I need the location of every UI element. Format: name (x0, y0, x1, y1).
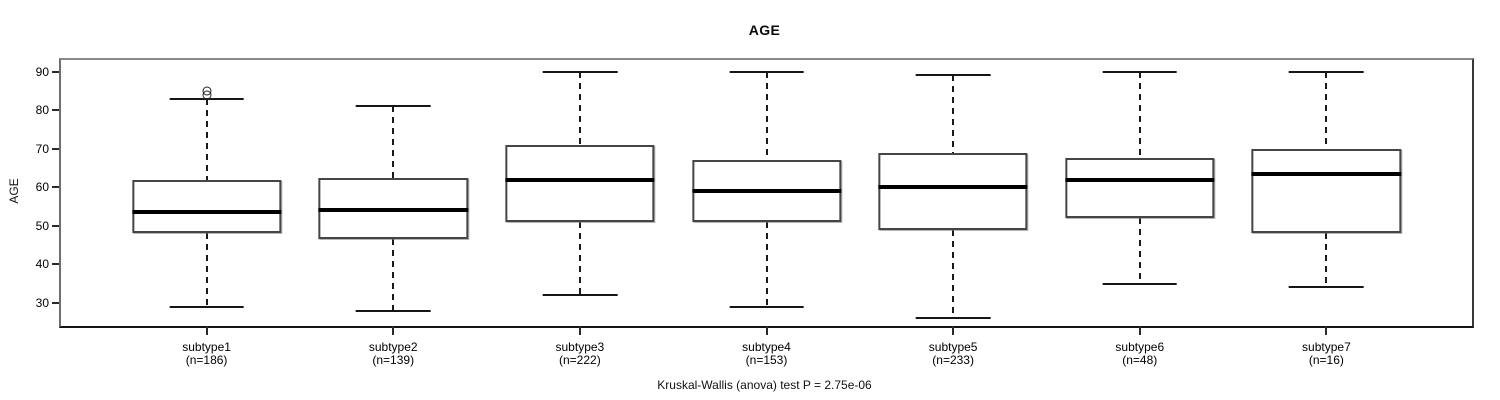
outlier-point (202, 86, 212, 96)
y-axis-tick (52, 147, 59, 150)
chart-title: AGE (748, 22, 781, 38)
group-label: subtype1 (n=186) (182, 341, 231, 367)
boxplot-box (505, 144, 655, 222)
lower-whisker-cap (729, 305, 804, 308)
y-axis-title: AGE (7, 178, 21, 204)
group-count-label: (n=222) (559, 353, 601, 367)
lower-whisker-line (205, 233, 208, 307)
lower-whisker-cap (355, 309, 431, 312)
x-axis-tick (952, 326, 955, 335)
group-count-label: (n=233) (932, 353, 974, 367)
group-label: subtype5 (n=233) (929, 341, 978, 367)
group-label: subtype3 (n=222) (556, 341, 605, 367)
lower-whisker-line (392, 239, 395, 311)
y-axis-tick (52, 224, 59, 227)
y-axis-tick (52, 70, 59, 73)
group-count-label: (n=139) (372, 353, 415, 367)
group-label: subtype6 (n=48) (1115, 341, 1164, 367)
group-label: subtype2 (n=139) (369, 341, 418, 367)
lower-whisker-line (578, 221, 581, 296)
group-count-label: (n=186) (185, 353, 228, 367)
group-name-label: subtype4 (742, 340, 791, 354)
median-line (1065, 177, 1215, 182)
y-axis-tick-label: 60 (35, 180, 49, 195)
stats-annotation: Kruskal-Wallis (anova) test P = 2.75e-06 (657, 378, 872, 392)
y-axis-tick (52, 263, 59, 266)
upper-whisker-line (765, 71, 768, 161)
median-line (691, 189, 842, 194)
x-axis-tick (1325, 326, 1328, 335)
lower-whisker-cap (1289, 286, 1364, 289)
lower-whisker-cap (915, 317, 991, 320)
y-axis-tick (52, 186, 59, 189)
lower-whisker-cap (542, 294, 618, 297)
group-name-label: subtype1 (182, 340, 231, 354)
x-axis-tick (205, 326, 208, 335)
upper-whisker-line (1138, 71, 1141, 159)
group-name-label: subtype3 (555, 340, 605, 354)
upper-whisker-cap (1289, 70, 1364, 73)
y-axis-tick-label: 70 (35, 141, 49, 156)
x-axis-tick (392, 326, 395, 335)
lower-whisker-line (1325, 233, 1328, 288)
upper-whisker-line (392, 106, 395, 178)
lower-whisker-cap (169, 305, 244, 308)
median-line (131, 210, 282, 215)
upper-whisker-line (205, 98, 208, 180)
upper-whisker-cap (542, 70, 618, 73)
y-axis-tick (52, 301, 59, 304)
group-name-label: subtype2 (368, 340, 418, 354)
group-count-label: (n=48) (1122, 353, 1158, 367)
group-name-label: subtype7 (1302, 340, 1351, 354)
median-line (878, 185, 1028, 190)
lower-whisker-line (1138, 218, 1141, 284)
group-name-label: subtype6 (1115, 340, 1165, 354)
y-axis-tick-label: 80 (35, 103, 49, 118)
y-axis-tick-label: 40 (35, 257, 49, 272)
median-line (1251, 171, 1402, 176)
upper-whisker-line (952, 75, 955, 153)
median-line (318, 208, 468, 213)
y-axis-tick-label: 50 (35, 218, 49, 233)
lower-whisker-line (952, 229, 955, 319)
upper-whisker-cap (915, 74, 991, 77)
group-count-label: (n=153) (745, 353, 788, 367)
median-line (505, 177, 655, 182)
boxplot-box (878, 152, 1028, 230)
group-label: subtype4 (n=153) (742, 341, 791, 367)
upper-whisker-cap (729, 70, 804, 73)
upper-whisker-cap (355, 105, 431, 108)
y-axis-tick-label: 90 (35, 64, 49, 79)
group-count-label: (n=16) (1308, 353, 1344, 367)
lower-whisker-cap (1102, 282, 1178, 285)
upper-whisker-cap (1102, 70, 1178, 73)
lower-whisker-line (765, 221, 768, 307)
boxplot-box (1065, 158, 1215, 219)
plot-area: 30 40 50 60 70 80 90 subtype1 (n=186) subtype2 (n=… (36, 58, 1474, 367)
boxplot-box (1251, 148, 1402, 234)
upper-whisker-line (1325, 71, 1328, 149)
group-label: subtype7 (n=16) (1302, 341, 1351, 367)
y-axis-tick-label: 30 (35, 295, 49, 310)
boxplot-box (131, 179, 282, 234)
x-axis-tick (578, 326, 581, 335)
y-axis-tick (52, 109, 59, 112)
x-axis-tick (765, 326, 768, 335)
group-name-label: subtype5 (928, 340, 978, 354)
x-axis-tick (1138, 326, 1141, 335)
upper-whisker-line (578, 71, 581, 145)
